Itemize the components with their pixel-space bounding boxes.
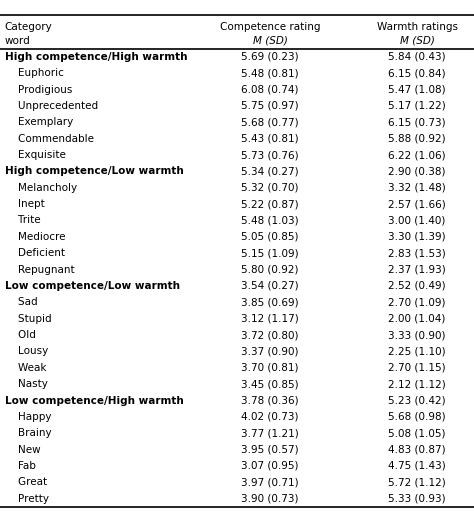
Text: 5.48 (1.03): 5.48 (1.03) — [241, 216, 299, 225]
Text: 3.95 (0.57): 3.95 (0.57) — [241, 444, 299, 455]
Text: 3.12 (1.17): 3.12 (1.17) — [241, 314, 299, 324]
Text: 3.37 (0.90): 3.37 (0.90) — [241, 347, 299, 356]
Text: Deficient: Deficient — [5, 248, 65, 258]
Text: Melancholy: Melancholy — [5, 183, 77, 193]
Text: 2.90 (0.38): 2.90 (0.38) — [388, 166, 446, 176]
Text: Stupid: Stupid — [5, 314, 51, 324]
Text: 5.08 (1.05): 5.08 (1.05) — [388, 428, 446, 438]
Text: 3.33 (0.90): 3.33 (0.90) — [388, 330, 446, 340]
Text: High competence/High warmth: High competence/High warmth — [5, 52, 187, 62]
Text: Great: Great — [5, 477, 47, 487]
Text: Low competence/Low warmth: Low competence/Low warmth — [5, 281, 180, 291]
Text: Weak: Weak — [5, 363, 46, 373]
Text: 5.68 (0.77): 5.68 (0.77) — [241, 117, 299, 127]
Text: 5.75 (0.97): 5.75 (0.97) — [241, 101, 299, 111]
Text: 5.17 (1.22): 5.17 (1.22) — [388, 101, 446, 111]
Text: 5.34 (0.27): 5.34 (0.27) — [241, 166, 299, 176]
Text: 5.32 (0.70): 5.32 (0.70) — [241, 183, 299, 193]
Text: 5.23 (0.42): 5.23 (0.42) — [388, 395, 446, 406]
Text: 4.75 (1.43): 4.75 (1.43) — [388, 461, 446, 471]
Text: Exemplary: Exemplary — [5, 117, 73, 127]
Text: Prodigious: Prodigious — [5, 84, 72, 95]
Text: M (SD): M (SD) — [400, 36, 435, 46]
Text: 6.22 (1.06): 6.22 (1.06) — [388, 150, 446, 160]
Text: 6.08 (0.74): 6.08 (0.74) — [241, 84, 299, 95]
Text: 5.43 (0.81): 5.43 (0.81) — [241, 134, 299, 144]
Text: 2.25 (1.10): 2.25 (1.10) — [388, 347, 446, 356]
Text: Warmth ratings: Warmth ratings — [377, 22, 457, 32]
Text: Fab: Fab — [5, 461, 36, 471]
Text: 5.15 (1.09): 5.15 (1.09) — [241, 248, 299, 258]
Text: 3.90 (0.73): 3.90 (0.73) — [241, 494, 299, 504]
Text: New: New — [5, 444, 40, 455]
Text: Exquisite: Exquisite — [5, 150, 65, 160]
Text: 2.57 (1.66): 2.57 (1.66) — [388, 199, 446, 209]
Text: 3.45 (0.85): 3.45 (0.85) — [241, 379, 299, 389]
Text: Category: Category — [5, 22, 53, 32]
Text: 3.70 (0.81): 3.70 (0.81) — [241, 363, 299, 373]
Text: 5.05 (0.85): 5.05 (0.85) — [241, 232, 299, 242]
Text: 3.07 (0.95): 3.07 (0.95) — [241, 461, 299, 471]
Text: 5.73 (0.76): 5.73 (0.76) — [241, 150, 299, 160]
Text: 2.00 (1.04): 2.00 (1.04) — [388, 314, 446, 324]
Text: 2.37 (1.93): 2.37 (1.93) — [388, 265, 446, 274]
Text: 3.54 (0.27): 3.54 (0.27) — [241, 281, 299, 291]
Text: 6.15 (0.84): 6.15 (0.84) — [388, 68, 446, 78]
Text: 3.77 (1.21): 3.77 (1.21) — [241, 428, 299, 438]
Text: 5.22 (0.87): 5.22 (0.87) — [241, 199, 299, 209]
Text: 3.72 (0.80): 3.72 (0.80) — [241, 330, 299, 340]
Text: 4.83 (0.87): 4.83 (0.87) — [388, 444, 446, 455]
Text: 5.84 (0.43): 5.84 (0.43) — [388, 52, 446, 62]
Text: 5.72 (1.12): 5.72 (1.12) — [388, 477, 446, 487]
Text: 5.88 (0.92): 5.88 (0.92) — [388, 134, 446, 144]
Text: Pretty: Pretty — [5, 494, 49, 504]
Text: High competence/Low warmth: High competence/Low warmth — [5, 166, 183, 176]
Text: Repugnant: Repugnant — [5, 265, 74, 274]
Text: Commendable: Commendable — [5, 134, 94, 144]
Text: Unprecedented: Unprecedented — [5, 101, 98, 111]
Text: 5.47 (1.08): 5.47 (1.08) — [388, 84, 446, 95]
Text: word: word — [5, 36, 30, 46]
Text: 2.70 (1.15): 2.70 (1.15) — [388, 363, 446, 373]
Text: 5.33 (0.93): 5.33 (0.93) — [388, 494, 446, 504]
Text: Sad: Sad — [5, 297, 37, 307]
Text: Inept: Inept — [5, 199, 45, 209]
Text: 3.30 (1.39): 3.30 (1.39) — [388, 232, 446, 242]
Text: Euphoric: Euphoric — [5, 68, 64, 78]
Text: 2.70 (1.09): 2.70 (1.09) — [388, 297, 446, 307]
Text: 6.15 (0.73): 6.15 (0.73) — [388, 117, 446, 127]
Text: 5.48 (0.81): 5.48 (0.81) — [241, 68, 299, 78]
Text: Brainy: Brainy — [5, 428, 51, 438]
Text: 5.80 (0.92): 5.80 (0.92) — [241, 265, 299, 274]
Text: 2.83 (1.53): 2.83 (1.53) — [388, 248, 446, 258]
Text: 5.69 (0.23): 5.69 (0.23) — [241, 52, 299, 62]
Text: Lousy: Lousy — [5, 347, 48, 356]
Text: Happy: Happy — [5, 412, 51, 422]
Text: 3.32 (1.48): 3.32 (1.48) — [388, 183, 446, 193]
Text: 3.97 (0.71): 3.97 (0.71) — [241, 477, 299, 487]
Text: Nasty: Nasty — [5, 379, 47, 389]
Text: 3.78 (0.36): 3.78 (0.36) — [241, 395, 299, 406]
Text: Low competence/High warmth: Low competence/High warmth — [5, 395, 183, 406]
Text: Old: Old — [5, 330, 36, 340]
Text: 3.00 (1.40): 3.00 (1.40) — [388, 216, 446, 225]
Text: 2.12 (1.12): 2.12 (1.12) — [388, 379, 446, 389]
Text: 5.68 (0.98): 5.68 (0.98) — [388, 412, 446, 422]
Text: 4.02 (0.73): 4.02 (0.73) — [241, 412, 299, 422]
Text: Trite: Trite — [5, 216, 40, 225]
Text: 2.52 (0.49): 2.52 (0.49) — [388, 281, 446, 291]
Text: Competence rating: Competence rating — [220, 22, 320, 32]
Text: 3.85 (0.69): 3.85 (0.69) — [241, 297, 299, 307]
Text: M (SD): M (SD) — [253, 36, 288, 46]
Text: Mediocre: Mediocre — [5, 232, 65, 242]
